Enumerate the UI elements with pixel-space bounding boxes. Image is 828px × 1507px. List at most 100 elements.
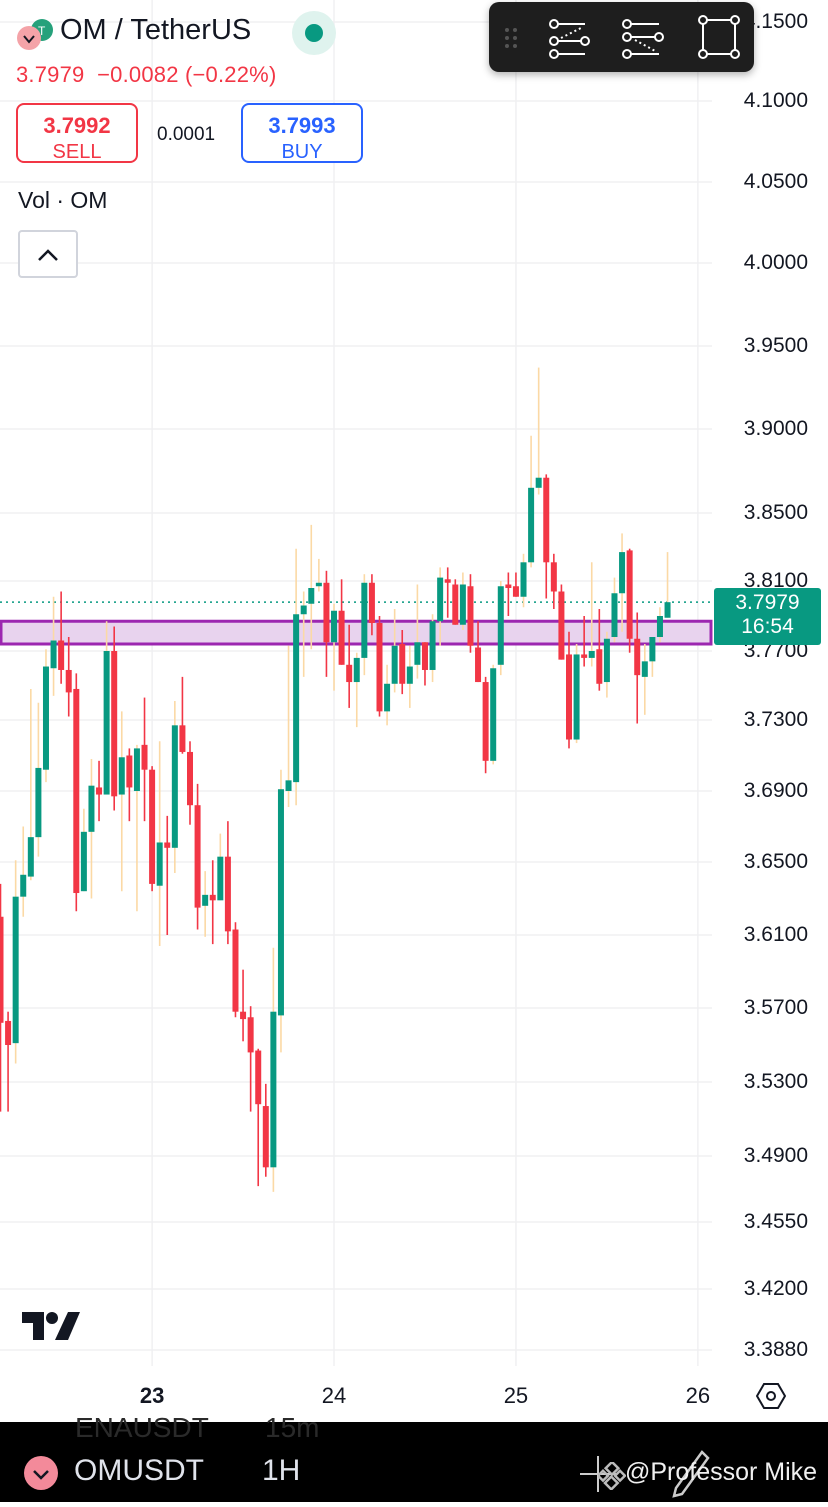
rectangle-icon[interactable] bbox=[698, 15, 740, 59]
candle-down bbox=[96, 787, 103, 795]
candle-down bbox=[634, 638, 641, 676]
candle-down bbox=[141, 744, 148, 770]
y-tick-label: 3.4200 bbox=[743, 1277, 808, 1300]
collapse-button[interactable] bbox=[18, 230, 78, 278]
svg-text:T: T bbox=[38, 24, 46, 38]
candle-up bbox=[300, 605, 307, 615]
candle-down bbox=[58, 640, 65, 670]
candle-down bbox=[5, 1020, 12, 1045]
candle-down bbox=[164, 842, 171, 848]
candle-down bbox=[111, 651, 118, 797]
candle-up bbox=[384, 683, 391, 712]
short-position-icon[interactable] bbox=[622, 19, 664, 59]
candle-down bbox=[467, 586, 474, 646]
candle-down bbox=[323, 582, 330, 643]
candle-up bbox=[656, 616, 663, 637]
y-tick-label: 3.3880 bbox=[743, 1338, 808, 1361]
candle-down bbox=[240, 1011, 247, 1020]
candle-up bbox=[414, 642, 421, 665]
buy-button[interactable]: 3.7993 BUY bbox=[241, 103, 363, 163]
candle-up bbox=[331, 610, 338, 643]
x-tick-label: 26 bbox=[685, 1383, 711, 1408]
chart-settings-icon[interactable] bbox=[755, 1381, 787, 1411]
candle-up bbox=[573, 654, 580, 740]
candle-up bbox=[649, 637, 656, 662]
candle-up bbox=[535, 477, 542, 488]
candle-up bbox=[603, 638, 610, 683]
candle-up bbox=[664, 602, 671, 618]
candle-up bbox=[277, 789, 284, 1016]
candle-down bbox=[543, 477, 550, 563]
candle-up bbox=[88, 785, 95, 832]
candle-down bbox=[255, 1050, 262, 1105]
drag-handle-icon[interactable] bbox=[505, 28, 517, 48]
candle-down bbox=[338, 610, 345, 665]
y-tick-label: 3.6900 bbox=[743, 779, 808, 802]
y-tick-label: 4.0000 bbox=[743, 251, 808, 274]
bottom-bar: ENAUSDT 15m OMUSDT 1H @Professor Mike bbox=[0, 1412, 828, 1502]
candle-up bbox=[103, 651, 110, 795]
current-price-value: 3.7979 bbox=[735, 591, 800, 614]
candle-down bbox=[482, 682, 489, 761]
y-tick-label: 4.1500 bbox=[743, 10, 808, 33]
buy-label: BUY bbox=[281, 141, 323, 163]
interval-selector[interactable]: 1H bbox=[262, 1454, 301, 1487]
candle-up bbox=[528, 487, 535, 563]
current-price-label: 3.7979 16:54 bbox=[714, 588, 821, 645]
candle-down bbox=[399, 644, 406, 684]
y-tick-label: 3.5700 bbox=[743, 996, 808, 1019]
candle-down bbox=[581, 654, 588, 658]
price-chart[interactable] bbox=[0, 0, 828, 1422]
y-tick-label: 3.9500 bbox=[743, 334, 808, 357]
candle-down bbox=[346, 664, 353, 683]
candle-down bbox=[232, 929, 239, 1012]
support-zone[interactable] bbox=[0, 619, 713, 646]
candle-up bbox=[156, 842, 163, 886]
candle-down bbox=[512, 586, 519, 597]
spread-value: 0.0001 bbox=[157, 124, 216, 145]
y-tick-label: 3.6100 bbox=[743, 923, 808, 946]
symbol-title[interactable]: OM / TetherUS bbox=[60, 14, 252, 46]
candle-up bbox=[35, 767, 42, 838]
candle-up bbox=[133, 748, 140, 791]
candle-up bbox=[20, 874, 27, 897]
candle-down bbox=[368, 582, 375, 623]
bar-countdown: 16:54 bbox=[741, 615, 794, 638]
y-tick-label: 3.6500 bbox=[743, 850, 808, 873]
y-tick-label: 3.9000 bbox=[743, 417, 808, 440]
market-status-icon[interactable] bbox=[292, 11, 336, 55]
candle-down bbox=[475, 647, 482, 683]
candle-up bbox=[641, 661, 648, 677]
candle-down bbox=[596, 649, 603, 684]
candle-up bbox=[619, 552, 626, 594]
x-tick-label: 24 bbox=[321, 1383, 347, 1408]
change-percent: (−0.22%) bbox=[184, 62, 277, 87]
candle-down bbox=[452, 584, 459, 625]
sell-label: SELL bbox=[52, 141, 102, 163]
candle-up bbox=[308, 588, 315, 604]
candle-up bbox=[270, 1011, 277, 1168]
sell-button[interactable]: 3.7992 SELL bbox=[16, 103, 138, 163]
y-tick-label: 3.5300 bbox=[743, 1070, 808, 1093]
candle-up bbox=[490, 668, 497, 761]
long-position-icon[interactable] bbox=[549, 19, 590, 59]
symbol-logo-icon: T bbox=[16, 16, 58, 54]
candle-down bbox=[421, 642, 428, 670]
pencil-icon[interactable] bbox=[668, 1448, 712, 1507]
tradingview-logo bbox=[22, 1312, 80, 1340]
candle-down bbox=[0, 916, 4, 1023]
candle-up bbox=[50, 640, 57, 669]
candle-down bbox=[126, 755, 133, 788]
y-tick-label: 4.0500 bbox=[743, 170, 808, 193]
candle-down bbox=[194, 805, 201, 908]
support-zone-rect bbox=[0, 619, 713, 646]
candle-down bbox=[73, 688, 80, 894]
candle-up bbox=[80, 831, 87, 892]
y-tick-label: 3.8500 bbox=[743, 501, 808, 524]
candle-down bbox=[187, 751, 193, 806]
volume-indicator-label[interactable]: Vol · OM bbox=[18, 187, 108, 213]
candle-up bbox=[217, 856, 224, 901]
symbol-selector[interactable]: OMUSDT bbox=[74, 1454, 204, 1487]
candle-up bbox=[611, 593, 618, 637]
candle-up bbox=[42, 666, 49, 770]
